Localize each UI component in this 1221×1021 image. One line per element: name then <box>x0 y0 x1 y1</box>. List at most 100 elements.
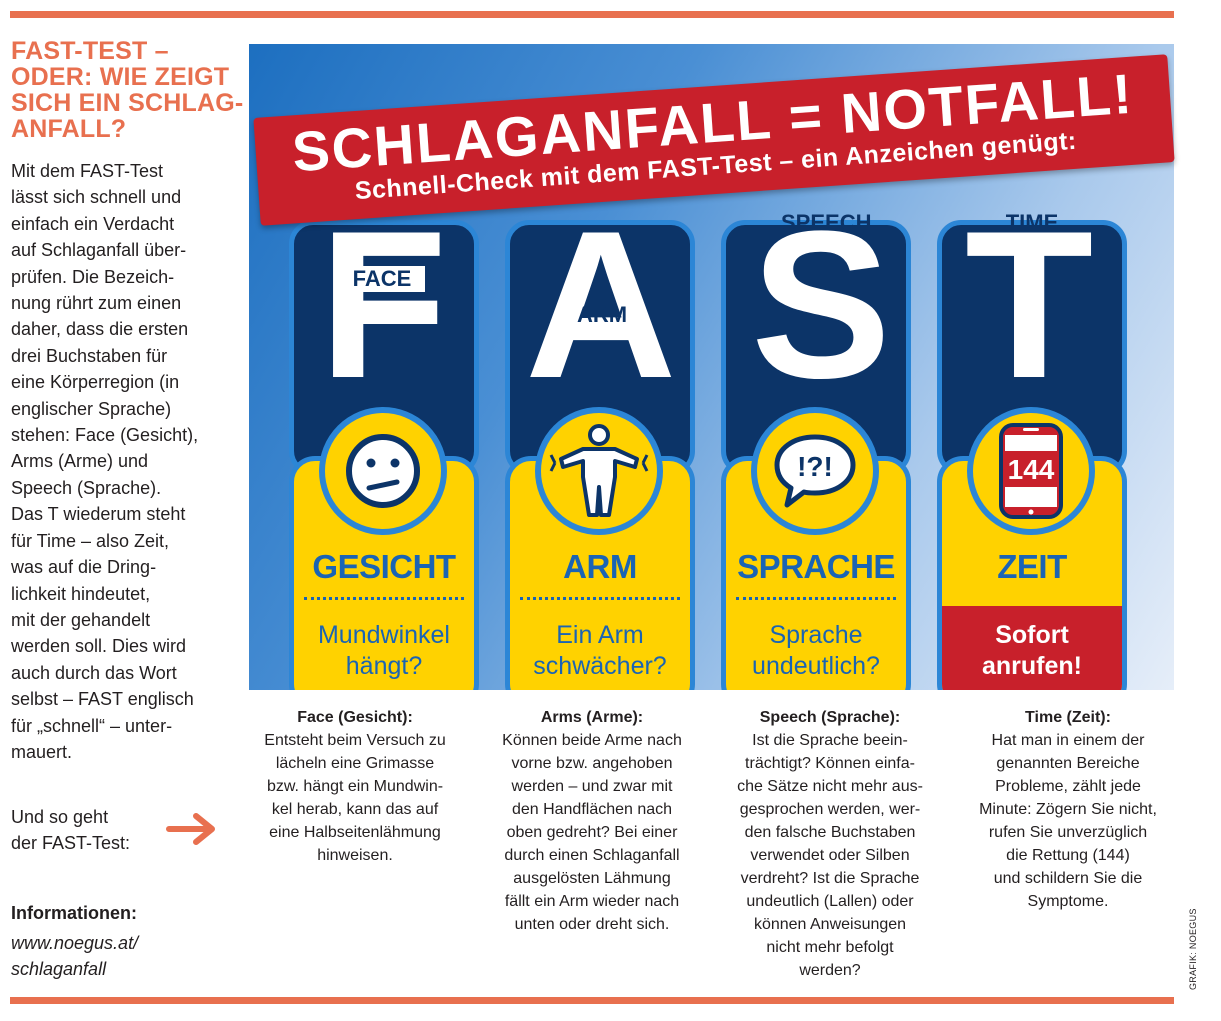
description-line: Können beide Arme nach <box>502 732 682 749</box>
description-heading: Speech (Sprache): <box>759 709 901 726</box>
big-letter: T <box>965 187 1094 422</box>
description-line: Ist die Sprache beein- <box>752 732 908 749</box>
body-line: für „schnell“ – unter- <box>11 715 173 736</box>
title-line: SICH EIN SCHLAG- <box>11 89 244 117</box>
title-line: ANFALL? <box>11 115 127 143</box>
title-line: FAST-TEST – <box>11 37 169 65</box>
description-heading: Face (Gesicht): <box>297 709 413 726</box>
description-line: die Rettung (144) <box>1006 847 1130 864</box>
description-line: che Sätze nicht mehr aus- <box>737 778 923 795</box>
description-line: Entsteht beim Versuch zu <box>264 732 446 749</box>
person-arms-icon <box>549 424 649 517</box>
phone-number: 144 <box>1008 454 1055 485</box>
description-time: Time (Zeit): Hat man in einem der genannte… <box>953 706 1183 913</box>
tag-label: ARM <box>577 302 628 327</box>
description-line: verwendet oder Silben <box>750 847 910 864</box>
dotted-divider <box>736 597 896 600</box>
question-line: undeutlich? <box>752 652 880 680</box>
body-line: Mit dem FAST-Test <box>11 161 164 181</box>
description-line: eine Halbseitenlähmung <box>269 824 441 841</box>
question-line: hängt? <box>345 652 423 680</box>
tag-label: SPEECH <box>781 210 872 235</box>
body-line: Arms (Arme) und <box>11 451 149 472</box>
description-line: können Anweisungen <box>753 916 907 933</box>
card-face: F FACE GESICHT Mundwinkel hängt? <box>249 44 479 690</box>
card-label: GESICHT <box>312 548 456 585</box>
description-line: rufen Sie unverzüglich <box>988 824 1148 841</box>
body-line: lichkeit hindeutet, <box>11 583 151 604</box>
description-face: Face (Gesicht): Entsteht beim Versuch zu l… <box>240 706 470 867</box>
body-line: einfach ein Verdacht <box>11 213 175 234</box>
body-line: selbst – FAST englisch <box>11 689 194 710</box>
info-link-line: www.noegus.at/ <box>11 933 139 953</box>
card-question: Sprache undeutlich? <box>721 620 911 682</box>
sidebar-title: FAST-TEST – ODER: WIE ZEIGT SICH EIN SCH… <box>11 37 244 143</box>
description-line: bzw. hängt ein Mundwin- <box>266 778 444 795</box>
card-question: Mundwinkel hängt? <box>289 620 479 682</box>
icon-circle: 144 <box>967 407 1095 535</box>
description-line: kel herab, kann das auf <box>271 801 439 818</box>
body-line: stehen: Face (Gesicht), <box>11 425 199 446</box>
dotted-divider <box>520 597 680 600</box>
description-line: Minute: Zögern Sie nicht, <box>979 801 1157 818</box>
description-line: undeutlich (Lallen) oder <box>746 893 914 910</box>
question-line: schwächer? <box>533 652 667 680</box>
description-line: hinweisen. <box>317 847 393 864</box>
bottom-rule <box>10 997 1174 1004</box>
big-letter: A <box>525 187 677 422</box>
sidebar-body-text: Mit dem FAST-Test lässt sich schnell und e… <box>11 158 246 765</box>
info-link[interactable]: www.noegus.at/ schlaganfall <box>11 930 138 982</box>
description-line: unten oder dreht sich. <box>514 916 670 933</box>
body-line: daher, dass die ersten <box>11 319 189 340</box>
card-time: T TIME 144 ZEIT Sofort anrufen! <box>897 44 1127 690</box>
question-line: Sofort <box>995 621 1069 649</box>
body-line: mit der gehandelt <box>11 609 151 630</box>
description-speech: Speech (Sprache): Ist die Sprache beein-t… <box>715 706 945 982</box>
description-line: fällt ein Arm wieder nach <box>504 893 680 910</box>
card-label: SPRACHE <box>737 548 895 585</box>
card-question: Ein Arm schwächer? <box>505 620 695 682</box>
description-line: Hat man in einem der <box>991 732 1145 749</box>
body-line: eine Körperregion (in <box>11 372 180 393</box>
body-line: nung rührt zum einen <box>11 293 182 314</box>
body-line: Speech (Sprache). <box>11 477 162 498</box>
body-line: werden soll. Dies wird <box>11 636 187 657</box>
description-line: und schildern Sie die <box>993 870 1143 887</box>
description-line: nicht mehr befolgt <box>766 939 894 956</box>
body-line: für Time – also Zeit, <box>11 530 170 551</box>
phone-icon: 144 <box>999 423 1063 519</box>
description-line: werden? <box>799 962 861 979</box>
red-footer <box>942 606 1122 690</box>
card-label: ARM <box>563 548 637 585</box>
card-speech: S SPEECH !?! SPRACHE Sprache undeutlich? <box>681 44 911 690</box>
description-line: genannten Bereiche <box>996 755 1140 772</box>
arrow-right-icon <box>166 813 215 845</box>
big-letter: F <box>319 187 448 422</box>
info-link-line: schlaganfall <box>11 959 107 979</box>
info-label: Informationen: <box>11 903 137 923</box>
card-label: ZEIT <box>997 548 1067 585</box>
question-line: Mundwinkel <box>317 621 450 649</box>
face-icon <box>346 434 420 508</box>
bubble-text: !?! <box>797 451 833 482</box>
description-line: lächeln eine Grimasse <box>275 755 435 772</box>
body-line: Das T wiederum steht <box>11 504 186 525</box>
speech-bubble-icon: !?! <box>774 434 856 508</box>
card-question: Sofort anrufen! <box>937 620 1127 682</box>
description-line: Probleme, zählt jede <box>995 778 1141 795</box>
body-line: auch durch das Wort <box>11 662 177 683</box>
description-heading: Time (Zeit): <box>1025 709 1111 726</box>
body-line: englischer Sprache) <box>11 398 172 419</box>
description-line: den Handflächen nach <box>511 801 673 818</box>
big-letter: S <box>751 187 892 422</box>
body-line: drei Buchstaben für <box>11 345 168 366</box>
howto-text: Und so geht der FAST-Test: <box>11 804 130 856</box>
howto-line: der FAST-Test: <box>11 833 131 853</box>
description-line: den falsche Buchstaben <box>744 824 916 841</box>
description-line: werden – und zwar mit <box>511 778 673 795</box>
description-line: trächtigt? Können einfa- <box>745 755 915 772</box>
body-line: lässt sich schnell und <box>11 187 182 208</box>
description-line: vorne bzw. angehoben <box>511 755 673 772</box>
description-line: Symptome. <box>1027 893 1109 910</box>
dotted-divider <box>304 597 464 600</box>
